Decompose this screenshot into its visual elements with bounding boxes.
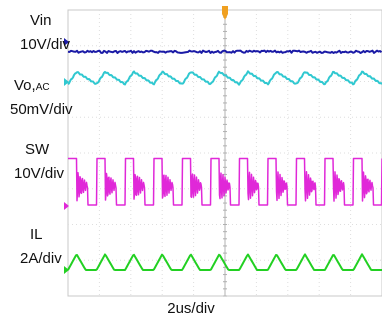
scope-markers [64, 6, 228, 274]
channel-3-name: SW [25, 141, 50, 158]
channel-2-scale: 50mV/div [10, 101, 73, 118]
vo-ac-trace [67, 70, 382, 86]
timebase-label: 2us/div [167, 300, 215, 317]
channel-2-marker [64, 78, 69, 86]
channel-4-marker [64, 266, 69, 274]
channel-1-name: Vin [30, 12, 52, 29]
channel-3-marker [64, 202, 69, 210]
sw-trace [67, 157, 382, 206]
channel-2-name: Vo,AC [14, 77, 50, 94]
il-trace [67, 253, 382, 271]
channel-1-marker [64, 38, 69, 46]
channel-4-name: IL [30, 226, 43, 243]
trigger-marker [222, 6, 228, 20]
channel-3-scale: 10V/div [14, 165, 65, 182]
channel-1-scale: 10V/div [20, 36, 71, 53]
scope-traces [67, 49, 382, 271]
vin-trace [67, 49, 382, 54]
channel-4-scale: 2A/div [20, 250, 62, 267]
